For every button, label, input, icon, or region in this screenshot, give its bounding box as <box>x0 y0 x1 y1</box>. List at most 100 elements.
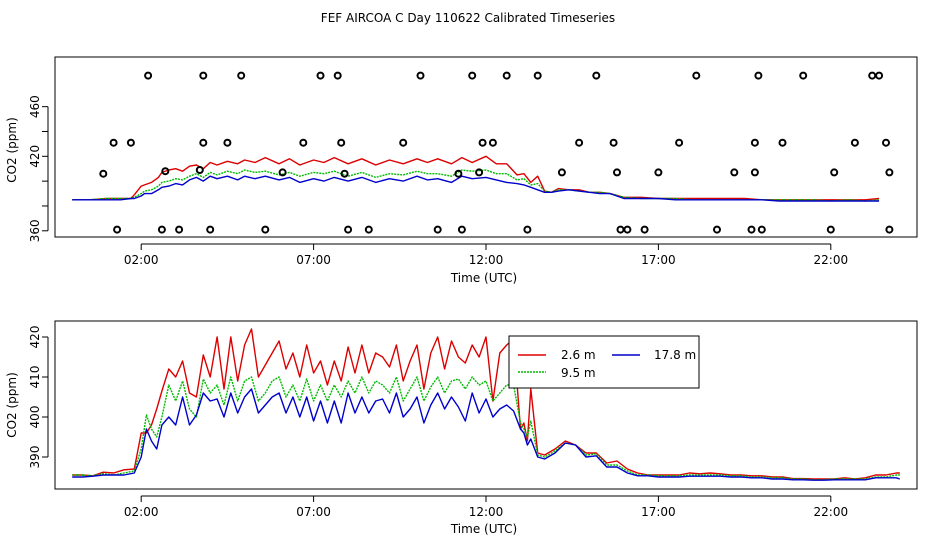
calibration-marker <box>278 168 287 177</box>
top-x-tick-label: 12:00 <box>469 253 504 267</box>
calibration-marker <box>206 225 215 234</box>
calibration-marker <box>778 138 787 147</box>
top-series-2-6-m-line <box>72 155 880 201</box>
bottom-y-tick-label: 420 <box>28 326 42 349</box>
calibration-marker <box>237 71 246 80</box>
calibration-marker <box>523 225 532 234</box>
calibration-marker <box>454 169 463 178</box>
calibration-marker <box>640 225 649 234</box>
top-y-tick-label: 420 <box>28 145 42 168</box>
calibration-marker <box>316 71 325 80</box>
calibration-marker <box>416 71 425 80</box>
bottom-y-axis-label: CO2 (ppm) <box>5 372 19 438</box>
bottom-y-tick-label: 410 <box>28 366 42 389</box>
calibration-marker <box>475 168 484 177</box>
calibration-marker <box>654 168 663 177</box>
bottom-series-group <box>72 328 901 481</box>
calibration-marker <box>826 225 835 234</box>
calibration-marker <box>613 168 621 177</box>
top-x-axis: 02:00 07:00 12:00 17:00 22:00 <box>124 243 849 267</box>
calibration-marker <box>533 71 542 80</box>
calibration-marker <box>675 138 684 147</box>
bottom-x-tick-label: 12:00 <box>469 505 504 519</box>
calibration-marker <box>623 225 632 234</box>
calibration-marker <box>754 71 763 80</box>
calibration-marker <box>109 138 118 147</box>
calibration-marker <box>850 138 859 147</box>
top-y-tick-label: 460 <box>28 95 42 118</box>
bottom-x-tick-label: 17:00 <box>641 505 676 519</box>
top-y-axis: 360 420 460 <box>28 95 49 242</box>
calibration-marker <box>713 225 721 234</box>
calibration-marker <box>830 168 839 177</box>
calibration-marker <box>750 138 759 147</box>
bottom-y-tick-label: 400 <box>28 406 42 429</box>
calibration-marker <box>126 138 135 147</box>
calibration-marker <box>199 138 208 147</box>
figure-title: FEF AIRCOA C Day 110622 Calibrated Times… <box>321 11 615 25</box>
top-panel: 02:00 07:00 12:00 17:00 22:00 360 420 460 Time… <box>5 56 918 285</box>
calibration-marker <box>337 138 346 147</box>
calibration-marker <box>99 169 108 178</box>
bottom-series-2-6-m-line <box>72 328 900 480</box>
calibration-marker <box>175 225 184 234</box>
calibration-marker <box>757 225 766 234</box>
top-markers-group <box>99 71 894 234</box>
calibration-marker <box>344 225 353 234</box>
calibration-marker <box>161 167 170 176</box>
calibration-marker <box>364 225 373 234</box>
bottom-plot-frame <box>54 320 918 490</box>
calibration-marker <box>433 225 442 234</box>
legend-label-2-6m: 2.6 m <box>561 348 596 362</box>
calibration-marker <box>730 168 739 177</box>
calibration-marker <box>885 168 894 177</box>
calibration-marker <box>557 168 566 177</box>
calibration-marker <box>157 225 166 234</box>
top-series-17-8-m-line <box>72 175 880 202</box>
top-x-tick-label: 22:00 <box>814 253 849 267</box>
top-y-tick-label: 360 <box>28 219 42 242</box>
bottom-y-tick-label: 390 <box>28 446 42 469</box>
calibration-marker <box>457 225 466 234</box>
calibration-marker <box>333 71 342 80</box>
top-series-9-5-m-line <box>72 169 880 202</box>
top-plot-frame <box>54 56 918 238</box>
bottom-x-tick-label: 02:00 <box>124 505 159 519</box>
calibration-marker <box>799 71 808 80</box>
top-x-tick-label: 02:00 <box>124 253 159 267</box>
calibration-marker <box>478 138 487 147</box>
calibration-marker <box>113 225 122 234</box>
top-x-tick-label: 17:00 <box>641 253 676 267</box>
legend-label-17-8m: 17.8 m <box>654 348 696 362</box>
calibration-marker <box>399 138 408 147</box>
bottom-y-axis: 390 400 410 420 <box>28 326 49 469</box>
calibration-marker <box>144 71 153 80</box>
calibration-marker <box>488 138 497 147</box>
calibration-marker <box>747 225 756 234</box>
calibration-marker <box>199 71 208 80</box>
calibration-marker <box>502 71 511 80</box>
calibration-marker <box>882 138 890 147</box>
bottom-x-axis-label: Time (UTC) <box>450 522 517 536</box>
bottom-x-axis: 02:00 07:00 12:00 17:00 22:00 <box>124 495 849 519</box>
calibration-marker <box>692 71 701 80</box>
calibration-marker <box>868 71 877 80</box>
top-x-tick-label: 07:00 <box>296 253 331 267</box>
bottom-panel: 02:00 07:00 12:00 17:00 22:00 390 400 410 420 T… <box>5 320 918 536</box>
calibration-marker <box>885 225 894 234</box>
bottom-x-tick-label: 22:00 <box>814 505 849 519</box>
legend-box <box>508 335 700 389</box>
calibration-marker <box>575 138 584 147</box>
calibration-marker <box>875 71 884 80</box>
calibration-marker <box>299 138 308 147</box>
legend: 2.6 m 17.8 m 9.5 m <box>508 335 700 389</box>
calibration-marker <box>468 71 477 80</box>
calibration-marker <box>609 138 618 147</box>
calibration-marker <box>616 225 625 234</box>
calibration-marker <box>340 169 349 178</box>
legend-label-9-5m: 9.5 m <box>561 366 596 380</box>
bottom-x-tick-label: 07:00 <box>296 505 331 519</box>
calibration-marker <box>592 71 601 80</box>
calibration-marker <box>223 138 232 147</box>
